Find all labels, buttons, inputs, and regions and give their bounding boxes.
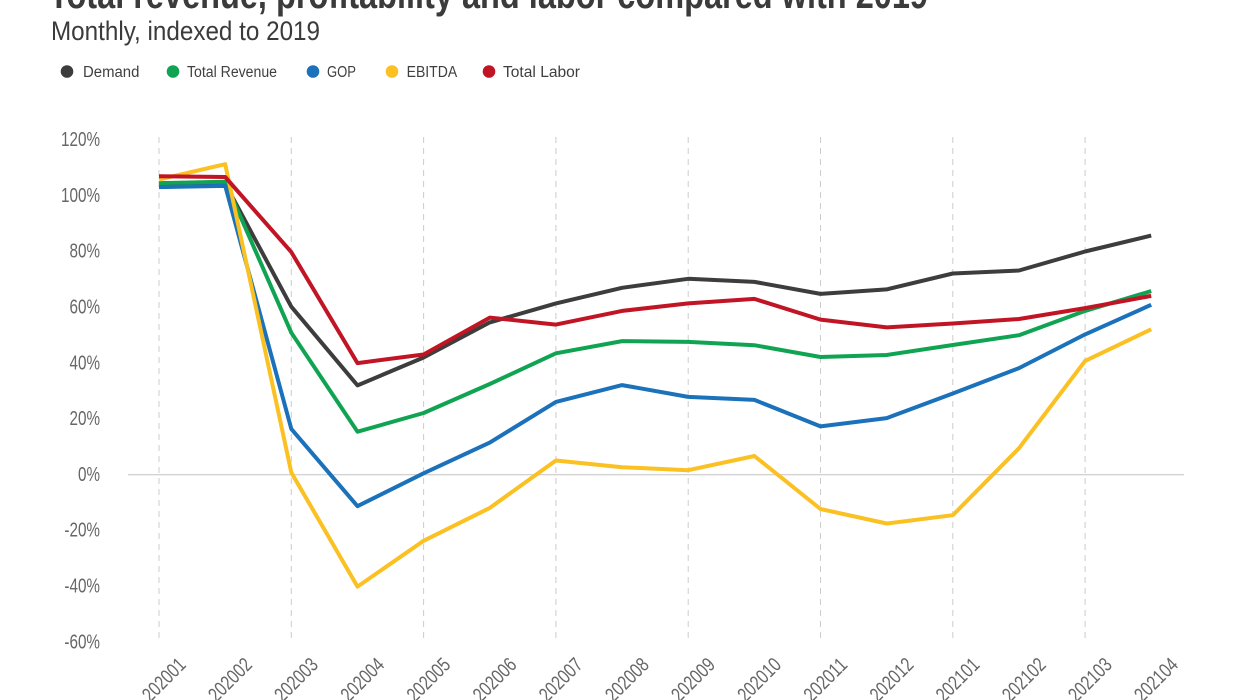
svg-text:-40%: -40% (64, 576, 100, 598)
svg-text:Demand: Demand (83, 64, 139, 81)
svg-text:20%: 20% (70, 408, 101, 430)
svg-text:120%: 120% (61, 129, 100, 151)
svg-text:Total Labor: Total Labor (503, 64, 580, 81)
svg-text:Total revenue, profitability a: Total revenue, profitability and labor c… (49, 0, 928, 17)
svg-text:0%: 0% (78, 464, 100, 486)
svg-text:Total Revenue: Total Revenue (187, 64, 277, 81)
svg-text:60%: 60% (70, 297, 101, 319)
svg-text:100%: 100% (61, 185, 100, 207)
svg-text:-60%: -60% (64, 631, 100, 653)
svg-text:GOP: GOP (327, 64, 356, 81)
svg-text:Monthly, indexed to 2019: Monthly, indexed to 2019 (51, 16, 320, 46)
svg-text:80%: 80% (70, 241, 101, 263)
svg-text:EBITDA: EBITDA (407, 64, 458, 81)
svg-text:-20%: -20% (64, 520, 100, 542)
svg-text:40%: 40% (70, 352, 101, 374)
